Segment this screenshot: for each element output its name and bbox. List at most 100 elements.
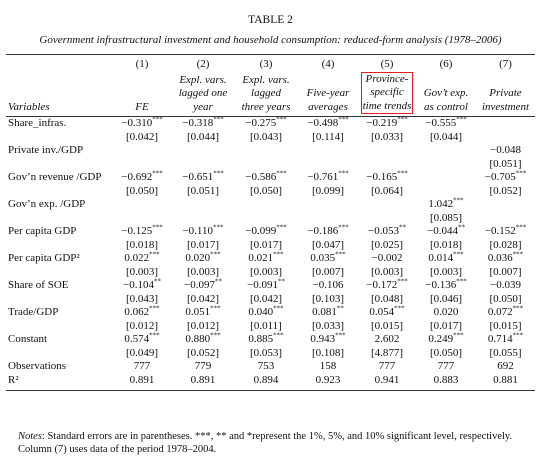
coefficient: −0.104 (123, 279, 154, 291)
cell (234, 144, 298, 171)
standard-error: [0.017] (249, 238, 283, 251)
stat-value: 753 (257, 360, 275, 372)
cell: −0.104** [0.043] (112, 278, 172, 306)
header-line: investment (481, 100, 530, 113)
table-subtitle: Government infrastructural investment an… (39, 34, 502, 46)
cell (298, 144, 358, 171)
coefficient: 0.072 (487, 306, 513, 318)
cell: −0.586*** [0.050] (234, 169, 298, 198)
standard-error: [0.042] (186, 292, 220, 305)
stat-value: 0.883 (416, 373, 476, 391)
variable-label: Private inv./GDP (8, 144, 84, 156)
column-number: (1) (135, 58, 149, 70)
cell: 0.081** [0.033] (298, 305, 358, 333)
significance-stars: *** (276, 115, 287, 124)
variable-row: Trade/GDP 0.062*** [0.012] 0.051*** [0.012] 0… (6, 304, 535, 333)
cell: −0.498*** [0.114] (298, 115, 358, 145)
significance-stars: *** (273, 304, 284, 313)
significance-stars: *** (515, 223, 527, 232)
header-line: lagged (251, 87, 281, 99)
standard-error: [0.049] (125, 346, 159, 359)
stat-row: R² 0.891 0.891 0.894 0.923 0.941 0.883 0.881 (6, 373, 535, 391)
cell (172, 144, 234, 171)
notes: Notes: Standard errors are in parenthese… (18, 430, 533, 456)
standard-error: [0.018] (125, 238, 159, 251)
header-lines: Private investment (482, 87, 529, 113)
coefficient: 0.051 (185, 306, 211, 318)
variable-label: Share of SOE (8, 279, 69, 291)
header-line: three years (241, 100, 291, 113)
column-number: (6) (439, 58, 453, 70)
significance-stars: *** (515, 169, 527, 178)
standard-error: [0.051] (489, 157, 522, 170)
standard-error: [0.018] (429, 238, 463, 251)
variable-label: Gov’n revenue /GDP (8, 171, 102, 183)
cell (6, 55, 112, 72)
significance-stars: *** (210, 331, 221, 340)
coefficient: −0.048 (490, 144, 521, 156)
significance-stars: *** (273, 331, 284, 340)
cell: 0.885*** [0.053] (234, 331, 298, 360)
cell (112, 144, 172, 171)
coefficient: −0.165 (366, 171, 398, 183)
column-number: (4) (321, 58, 335, 70)
header-row: Variables FE Expl. vars. lagged one year Expl… (6, 71, 535, 117)
significance-stars: ** (277, 277, 285, 286)
column-number: (3) (259, 58, 273, 70)
cell: 0.020 [0.017] (416, 306, 476, 333)
coefficient: −0.110 (182, 225, 214, 237)
stat-value: 777 (133, 360, 151, 372)
cell: 0.714*** [0.055] (476, 332, 535, 360)
stat-value: 779 (194, 360, 212, 372)
standard-error: [0.053] (249, 346, 283, 359)
standard-error: [0.007] (489, 265, 522, 278)
coefficient: 0.574 (124, 333, 150, 345)
standard-error: [0.017] (429, 319, 463, 332)
significance-stars: *** (213, 115, 224, 124)
coefficient: −0.053 (368, 225, 399, 237)
cell: −0.651*** [0.051] (172, 170, 234, 198)
significance-stars: *** (149, 304, 160, 313)
cell: −0.705*** [0.052] (476, 169, 535, 198)
significance-stars: *** (210, 250, 221, 259)
column-header: Expl. vars. lagged three years (234, 71, 298, 117)
significance-stars: *** (338, 169, 349, 178)
coefficient: 0.020 (433, 306, 459, 318)
variables-header: Variables (6, 71, 112, 117)
significance-stars: *** (152, 115, 163, 124)
cell: 0.574*** [0.049] (112, 332, 172, 360)
coefficient: 0.021 (248, 252, 274, 264)
significance-stars: *** (456, 115, 467, 124)
coefficient: −0.152 (484, 225, 516, 237)
standard-error: [0.003] (186, 265, 220, 278)
standard-error: [0.050] (429, 346, 463, 359)
cell: −0.186*** [0.047] (298, 224, 358, 252)
significance-stars: *** (453, 331, 464, 340)
standard-error: [0.099] (311, 184, 345, 197)
cell: −0.152*** [0.028] (476, 223, 535, 252)
stat-value: 0.923 (298, 373, 358, 391)
standard-error: [0.047] (311, 238, 345, 251)
variable-label: Per capita GDP (8, 225, 77, 237)
stat-value: 777 (437, 360, 455, 372)
significance-stars: *** (453, 196, 464, 205)
coefficient: −0.039 (490, 279, 521, 291)
standard-error: [0.028] (489, 238, 522, 251)
coefficient: −0.705 (484, 171, 516, 183)
standard-error: [0.043] (249, 130, 283, 143)
coefficient: 2.602 (374, 333, 400, 345)
cell (416, 171, 476, 198)
significance-stars: *** (276, 169, 287, 178)
header-line: lagged one (178, 87, 228, 99)
header-line: Gov’t exp. (423, 87, 469, 99)
coefficient: 0.020 (185, 252, 211, 264)
standard-error: [0.033] (370, 130, 404, 143)
cell: −0.110*** [0.017] (172, 224, 234, 252)
significance-stars: *** (512, 250, 524, 259)
significance-stars: *** (338, 115, 349, 124)
header-line: averages (308, 100, 348, 113)
column-header: Province-specific time trends (358, 71, 416, 117)
significance-stars: *** (453, 250, 464, 259)
standard-error: [0.012] (186, 319, 220, 332)
